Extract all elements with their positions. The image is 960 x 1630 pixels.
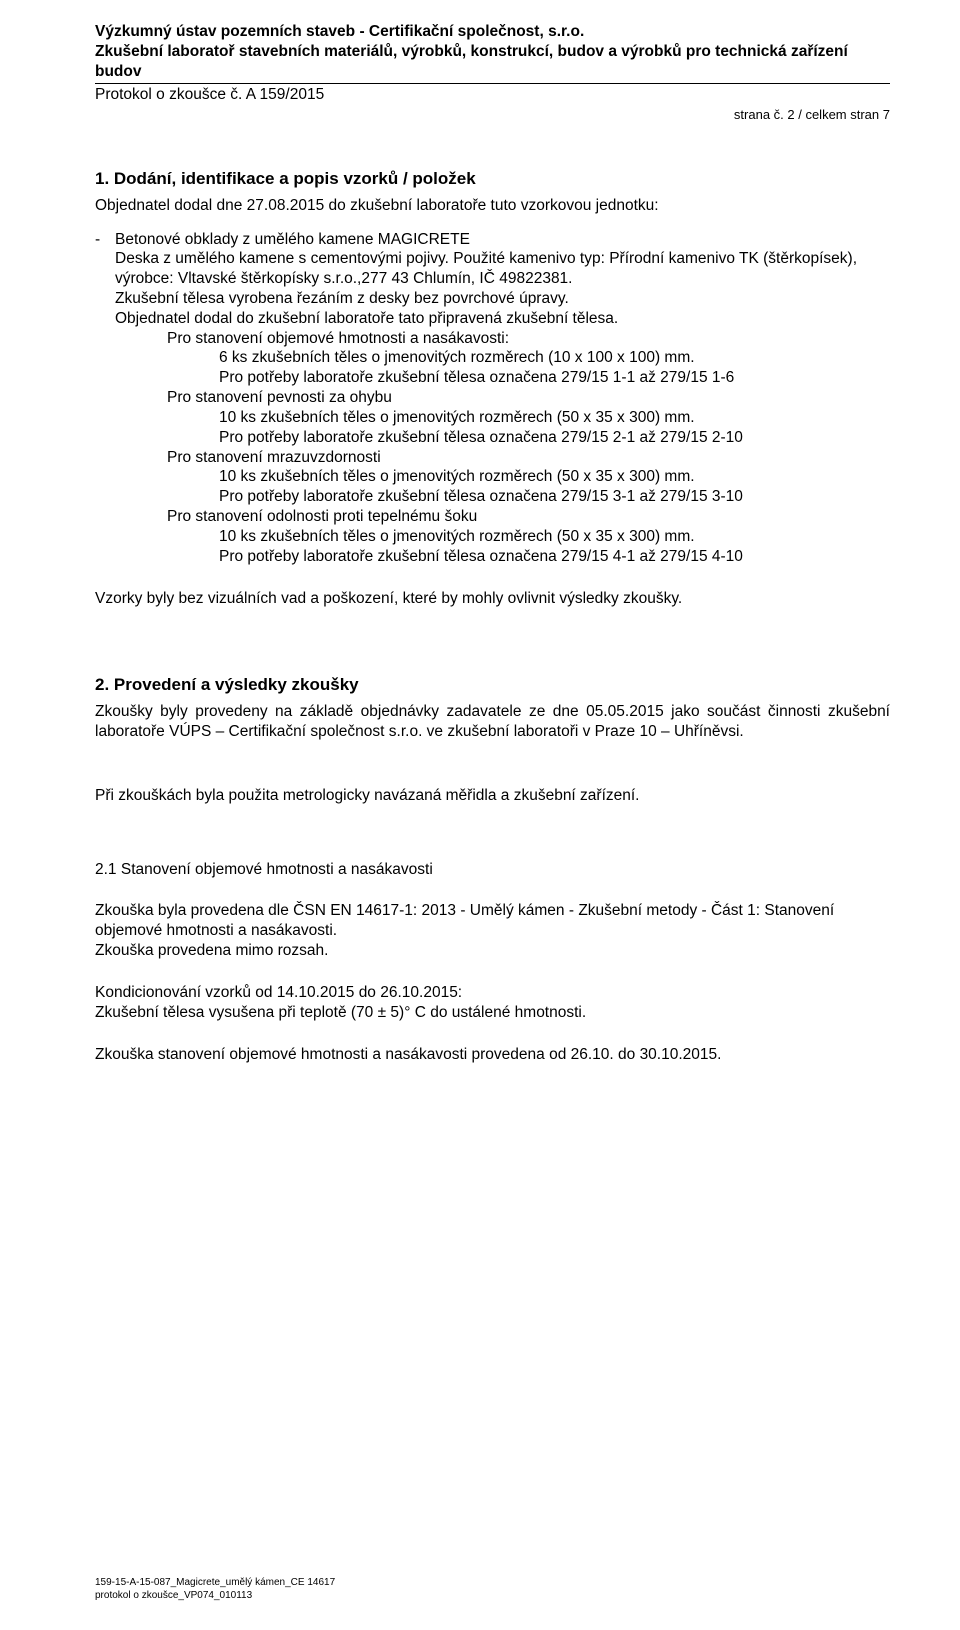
desc-1: Deska z umělého kamene s cementovými poj…: [115, 249, 890, 289]
section-2-para1: Zkoušky byly provedeny na základě objedn…: [95, 702, 890, 742]
section-2-1-p1: Zkouška byla provedena dle ČSN EN 14617-…: [95, 901, 890, 941]
header-org-line2: Zkušební laboratoř stavebních materiálů,…: [95, 42, 890, 82]
section-2-1-p2: Zkouška provedena mimo rozsah.: [95, 941, 890, 961]
header-org-line1: Výzkumný ústav pozemních staveb - Certif…: [95, 22, 890, 42]
footer-line2: protokol o zkoušce_VP074_010113: [95, 1590, 335, 1603]
bullet-row: - Betonové obklady z umělého kamene MAGI…: [95, 230, 890, 567]
group-1-row1: 10 ks zkušebních těles o jmenovitých roz…: [115, 408, 890, 428]
section-2-1-p5: Zkouška stanovení objemové hmotnosti a n…: [95, 1045, 890, 1065]
desc-2: Zkušební tělesa vyrobena řezáním z desky…: [115, 289, 890, 309]
page: Výzkumný ústav pozemních staveb - Certif…: [0, 0, 960, 1630]
section-2-1-p3: Kondicionování vzorků od 14.10.2015 do 2…: [95, 983, 890, 1003]
group-1-row2: Pro potřeby laboratoře zkušební tělesa o…: [115, 428, 890, 448]
section-1-closing: Vzorky byly bez vizuálních vad a poškoze…: [95, 589, 890, 609]
header-rule: [95, 83, 890, 84]
group-3-row1: 10 ks zkušebních těles o jmenovitých roz…: [115, 527, 890, 547]
section-2-1-title: 2.1 Stanovení objemové hmotnosti a nasák…: [95, 860, 890, 880]
section-2-title: 2. Provedení a výsledky zkoušky: [95, 674, 890, 696]
bullet-dash: -: [95, 230, 115, 567]
page-number-row: strana č. 2 / celkem stran 7: [95, 107, 890, 124]
bullet-main: Betonové obklady z umělého kamene MAGICR…: [115, 230, 890, 250]
group-2-title: Pro stanovení mrazuvzdornosti: [115, 448, 890, 468]
bullet-body: Betonové obklady z umělého kamene MAGICR…: [115, 230, 890, 567]
header-protocol: Protokol o zkoušce č. A 159/2015: [95, 85, 890, 105]
section-1-title: 1. Dodání, identifikace a popis vzorků /…: [95, 168, 890, 190]
group-2-row2: Pro potřeby laboratoře zkušební tělesa o…: [115, 487, 890, 507]
footer-line1: 159-15-A-15-087_Magicrete_umělý kámen_CE…: [95, 1577, 335, 1590]
group-3-row2: Pro potřeby laboratoře zkušební tělesa o…: [115, 547, 890, 567]
group-1-title: Pro stanovení pevnosti za ohybu: [115, 388, 890, 408]
group-0-title: Pro stanovení objemové hmotnosti a nasák…: [115, 329, 890, 349]
order-line: Objednatel dodal dne 27.08.2015 do zkuše…: [95, 196, 890, 216]
group-2-row1: 10 ks zkušebních těles o jmenovitých roz…: [115, 467, 890, 487]
desc-3: Objednatel dodal do zkušební laboratoře …: [115, 309, 890, 329]
group-3-title: Pro stanovení odolnosti proti tepelnému …: [115, 507, 890, 527]
section-2-1-p4: Zkušební tělesa vysušena při teplotě (70…: [95, 1003, 890, 1023]
footer: 159-15-A-15-087_Magicrete_umělý kámen_CE…: [95, 1577, 335, 1602]
group-0-row1: 6 ks zkušebních těles o jmenovitých rozm…: [115, 348, 890, 368]
group-0-row2: Pro potřeby laboratoře zkušební tělesa o…: [115, 368, 890, 388]
page-number: strana č. 2 / celkem stran 7: [734, 107, 890, 124]
section-2-para2: Při zkouškách byla použita metrologicky …: [95, 786, 890, 806]
